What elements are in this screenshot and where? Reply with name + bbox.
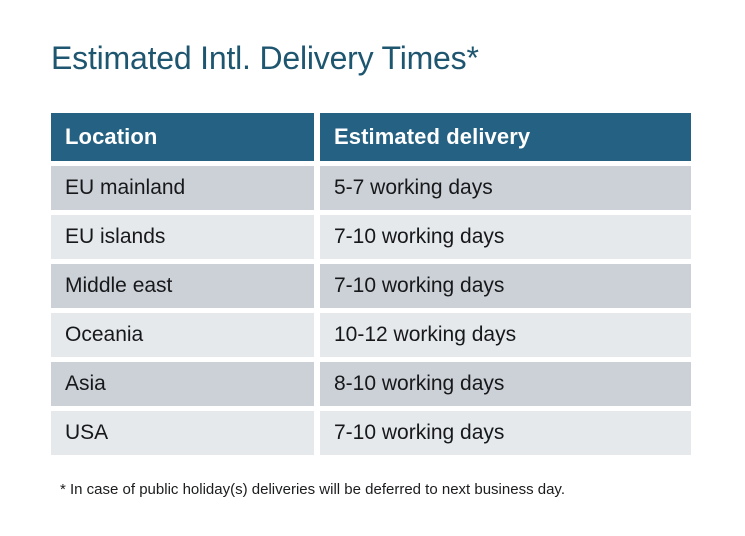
table-row: EU islands 7-10 working days — [51, 215, 691, 259]
cell-location: USA — [51, 411, 314, 455]
column-header-location: Location — [51, 113, 314, 161]
cell-estimated-delivery: 8-10 working days — [320, 362, 691, 406]
table-row: Asia 8-10 working days — [51, 362, 691, 406]
cell-location: Asia — [51, 362, 314, 406]
cell-estimated-delivery: 10-12 working days — [320, 313, 691, 357]
cell-location: EU islands — [51, 215, 314, 259]
table-row: Middle east 7-10 working days — [51, 264, 691, 308]
cell-estimated-delivery: 7-10 working days — [320, 215, 691, 259]
table-row: EU mainland 5-7 working days — [51, 166, 691, 210]
cell-location: Oceania — [51, 313, 314, 357]
delivery-times-table: Location Estimated delivery EU mainland … — [51, 113, 691, 455]
cell-estimated-delivery: 7-10 working days — [320, 411, 691, 455]
table-header-row: Location Estimated delivery — [51, 113, 691, 161]
column-header-estimated-delivery: Estimated delivery — [320, 113, 691, 161]
cell-location: EU mainland — [51, 166, 314, 210]
cell-estimated-delivery: 5-7 working days — [320, 166, 691, 210]
table-row: Oceania 10-12 working days — [51, 313, 691, 357]
page-title: Estimated Intl. Delivery Times* — [51, 40, 479, 76]
cell-location: Middle east — [51, 264, 314, 308]
footnote-text: * In case of public holiday(s) deliverie… — [60, 481, 565, 498]
cell-estimated-delivery: 7-10 working days — [320, 264, 691, 308]
table-row: USA 7-10 working days — [51, 411, 691, 455]
